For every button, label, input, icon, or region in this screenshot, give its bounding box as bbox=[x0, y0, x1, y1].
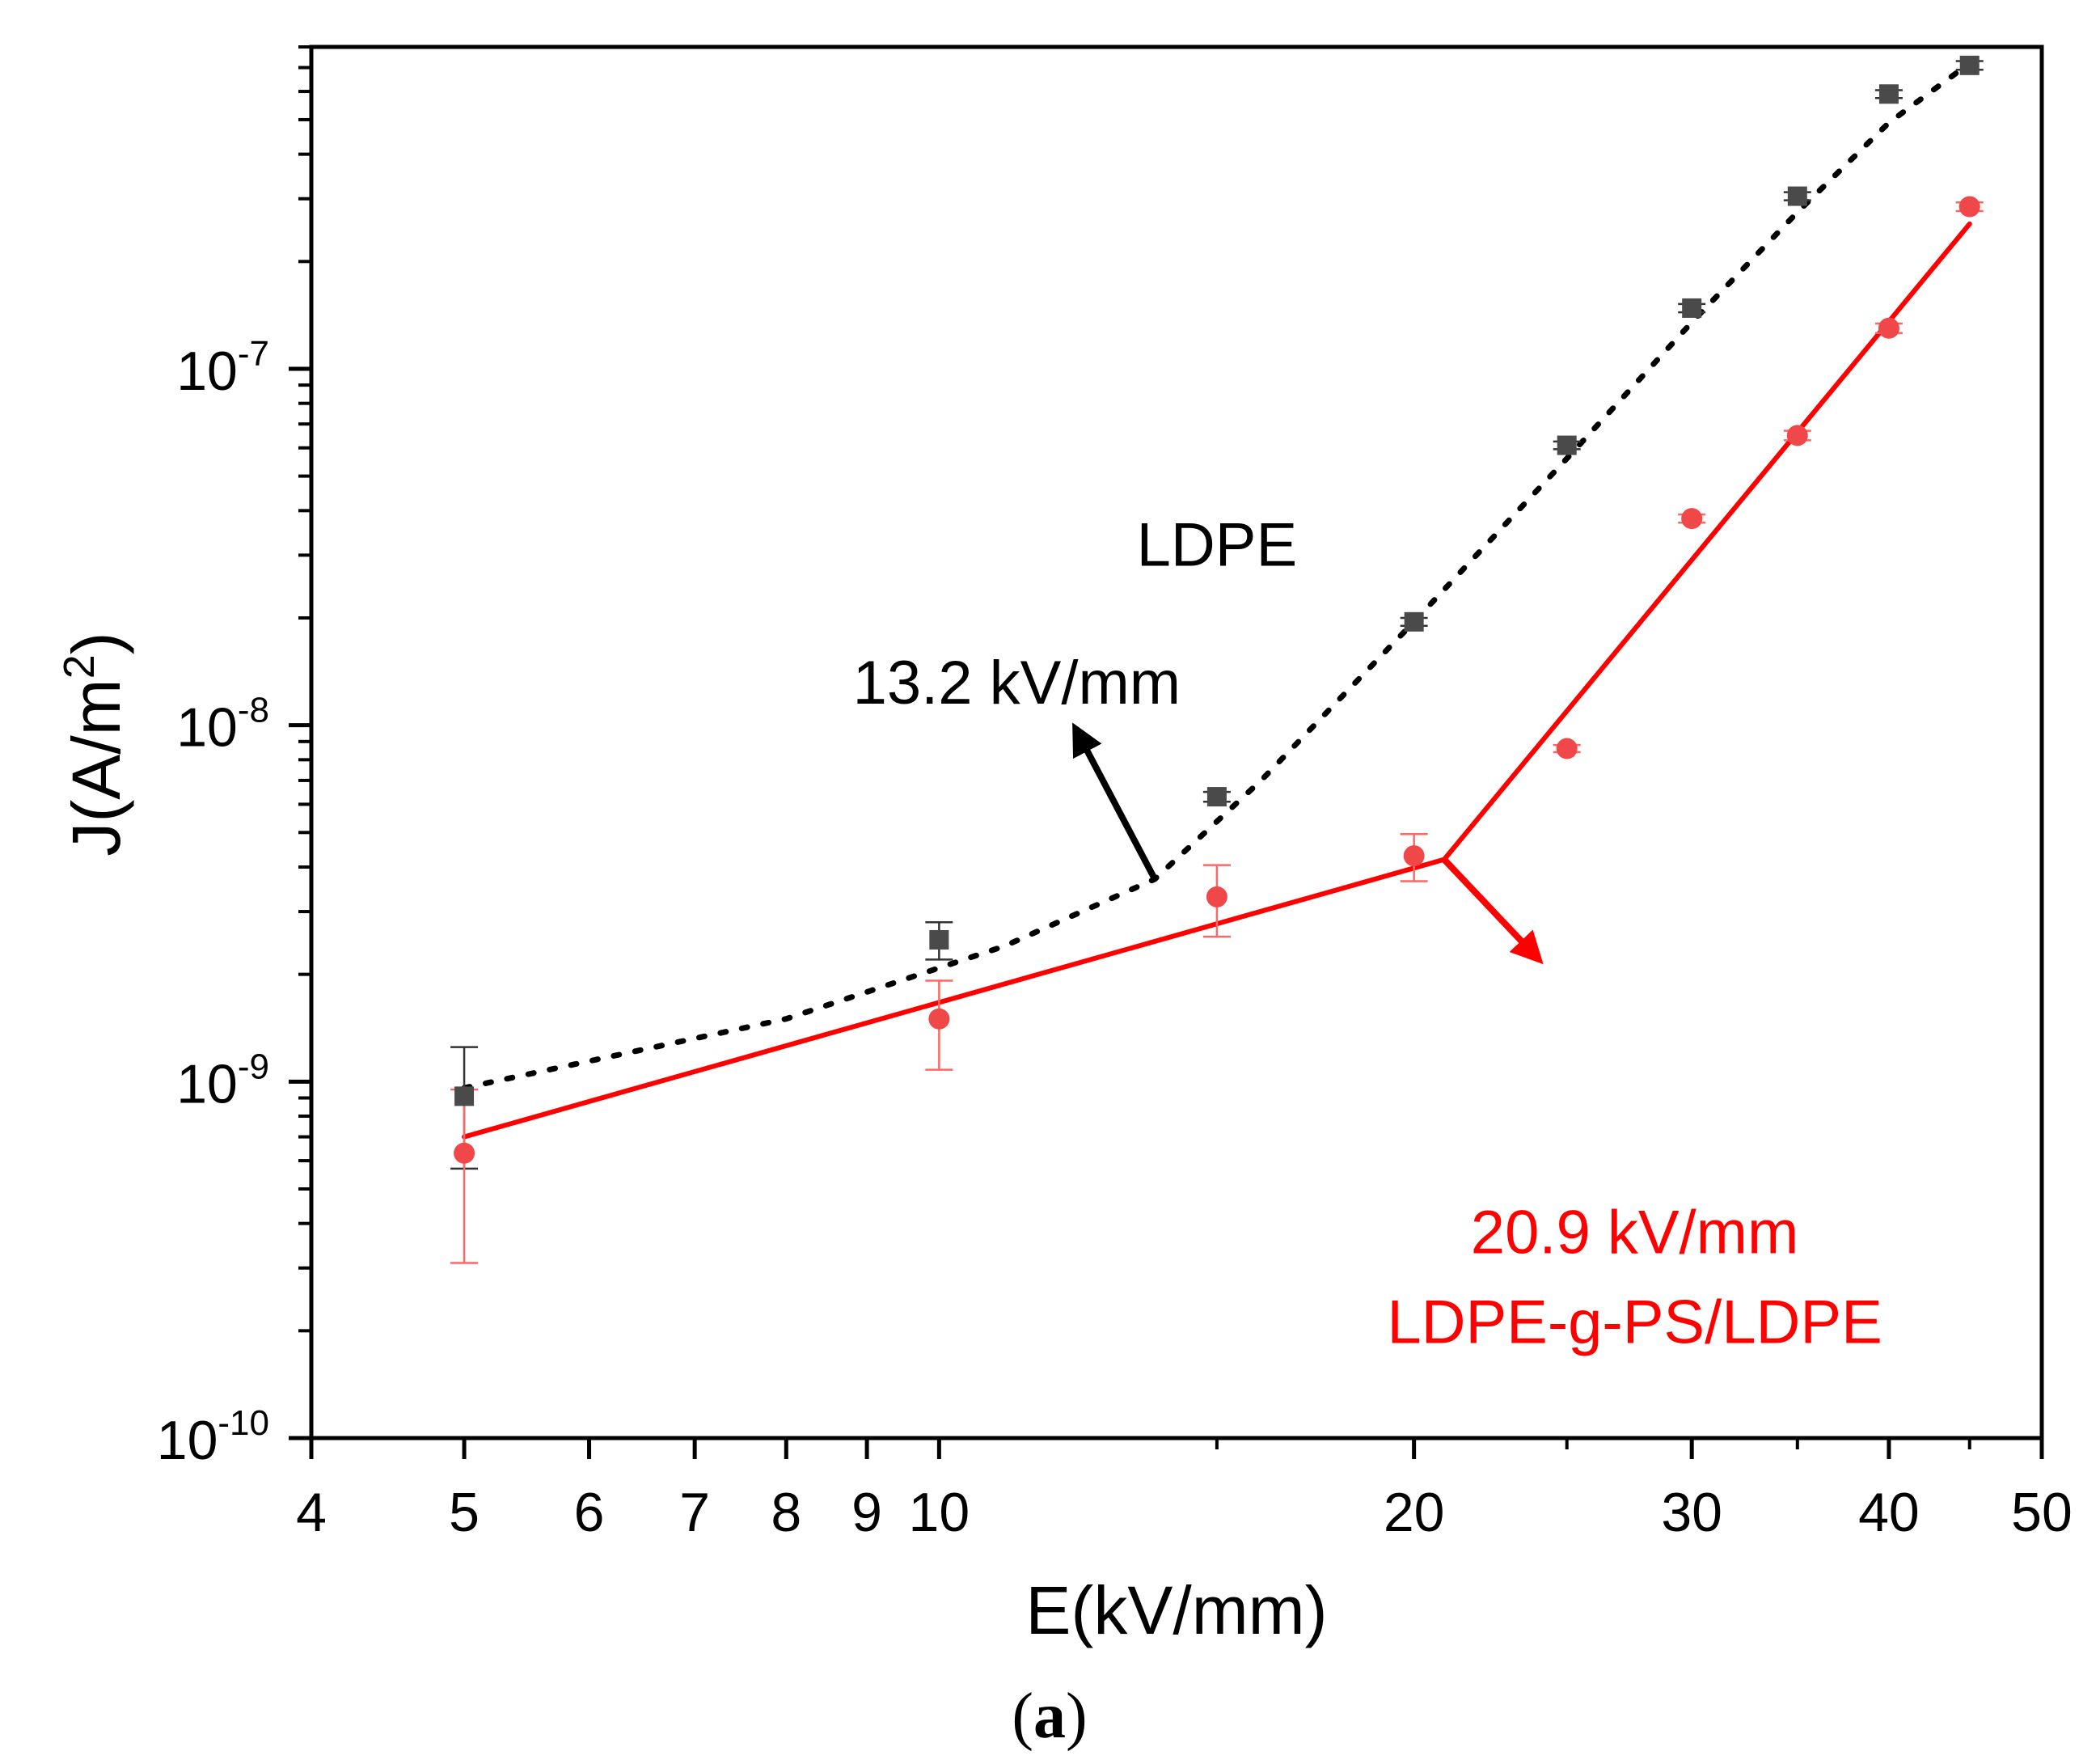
point-LDPE-g-PS/LDPE-45 bbox=[1958, 196, 1980, 218]
point-LDPE-45 bbox=[1959, 55, 1980, 75]
blend-label-text: LDPE-g-PS/LDPE bbox=[1387, 1288, 1882, 1356]
x-axis-tick-labels: 4 5 6 7 8 9 10 20 30 40 50 bbox=[296, 1482, 2073, 1543]
point-LDPE-5 bbox=[454, 1086, 475, 1106]
x-axis-ticks bbox=[309, 1438, 2044, 1459]
y-axis-tick-labels: 10-10 10-9 10-8 10-7 bbox=[157, 334, 269, 1471]
x-tick-label-50: 50 bbox=[2011, 1482, 2073, 1543]
x-tick-label-4: 4 bbox=[296, 1482, 327, 1543]
point-LDPE-10 bbox=[929, 929, 949, 950]
point-LDPE-g-PS/LDPE-15 bbox=[1206, 886, 1227, 907]
y-axis-ticks bbox=[289, 45, 311, 1440]
point-LDPE-25 bbox=[1557, 435, 1577, 455]
y-axis-label: J(A/m2) bbox=[55, 632, 134, 856]
point-LDPE-g-PS/LDPE-10 bbox=[928, 1008, 950, 1030]
fit-lines bbox=[461, 60, 1973, 1140]
ldpe-threshold-text: 13.2 kV/mm bbox=[853, 649, 1181, 717]
point-LDPE-g-PS/LDPE-5 bbox=[454, 1142, 475, 1164]
error-bars bbox=[450, 60, 1984, 1264]
x-tick-label-8: 8 bbox=[771, 1482, 801, 1543]
subfigure-label: (a) bbox=[1012, 1681, 1087, 1752]
blend-threshold-text: 20.9 kV/mm bbox=[1471, 1199, 1798, 1267]
x-tick-label-6: 6 bbox=[574, 1482, 605, 1543]
x-axis-label: E(kV/mm) bbox=[1025, 1572, 1327, 1648]
ldpe-threshold-arrow bbox=[1072, 722, 1158, 881]
annotation-arrows bbox=[1072, 722, 1544, 965]
x-tick-label-20: 20 bbox=[1384, 1482, 1445, 1543]
point-LDPE-g-PS/LDPE-25 bbox=[1556, 738, 1578, 759]
blend-threshold-arrow bbox=[1442, 857, 1544, 965]
y-tick-label-1e-9: 10-9 bbox=[176, 1047, 269, 1115]
x-tick-label-10: 10 bbox=[909, 1482, 970, 1543]
x-tick-label-5: 5 bbox=[449, 1482, 480, 1543]
point-LDPE-20 bbox=[1404, 611, 1424, 632]
point-LDPE-35 bbox=[1787, 186, 1807, 206]
x-tick-label-9: 9 bbox=[851, 1482, 882, 1543]
y-tick-label-1e-10: 10-10 bbox=[157, 1403, 269, 1471]
y-tick-label-1e-8: 10-8 bbox=[176, 691, 269, 759]
point-LDPE-30 bbox=[1682, 298, 1702, 318]
x-tick-label-40: 40 bbox=[1858, 1482, 1920, 1543]
x-tick-label-30: 30 bbox=[1661, 1482, 1722, 1543]
point-LDPE-g-PS/LDPE-35 bbox=[1786, 425, 1808, 446]
point-LDPE-g-PS/LDPE-40 bbox=[1878, 317, 1899, 339]
point-LDPE-g-PS/LDPE-30 bbox=[1681, 508, 1703, 530]
annotations: LDPE 13.2 kV/mm 20.9 kV/mm LDPE-g-PS/LDPE bbox=[853, 511, 1882, 1357]
point-LDPE-g-PS/LDPE-20 bbox=[1403, 845, 1425, 867]
point-LDPE-15 bbox=[1206, 787, 1227, 807]
y-tick-label-1e-7: 10-7 bbox=[176, 334, 269, 402]
ldpe-label-text: LDPE bbox=[1137, 511, 1298, 580]
x-tick-label-7: 7 bbox=[679, 1482, 710, 1543]
point-LDPE-40 bbox=[1878, 84, 1899, 104]
data-points bbox=[454, 55, 1980, 1164]
fit-line-LDPE-g-PS/LDPE-segment-1 bbox=[462, 857, 1447, 1140]
